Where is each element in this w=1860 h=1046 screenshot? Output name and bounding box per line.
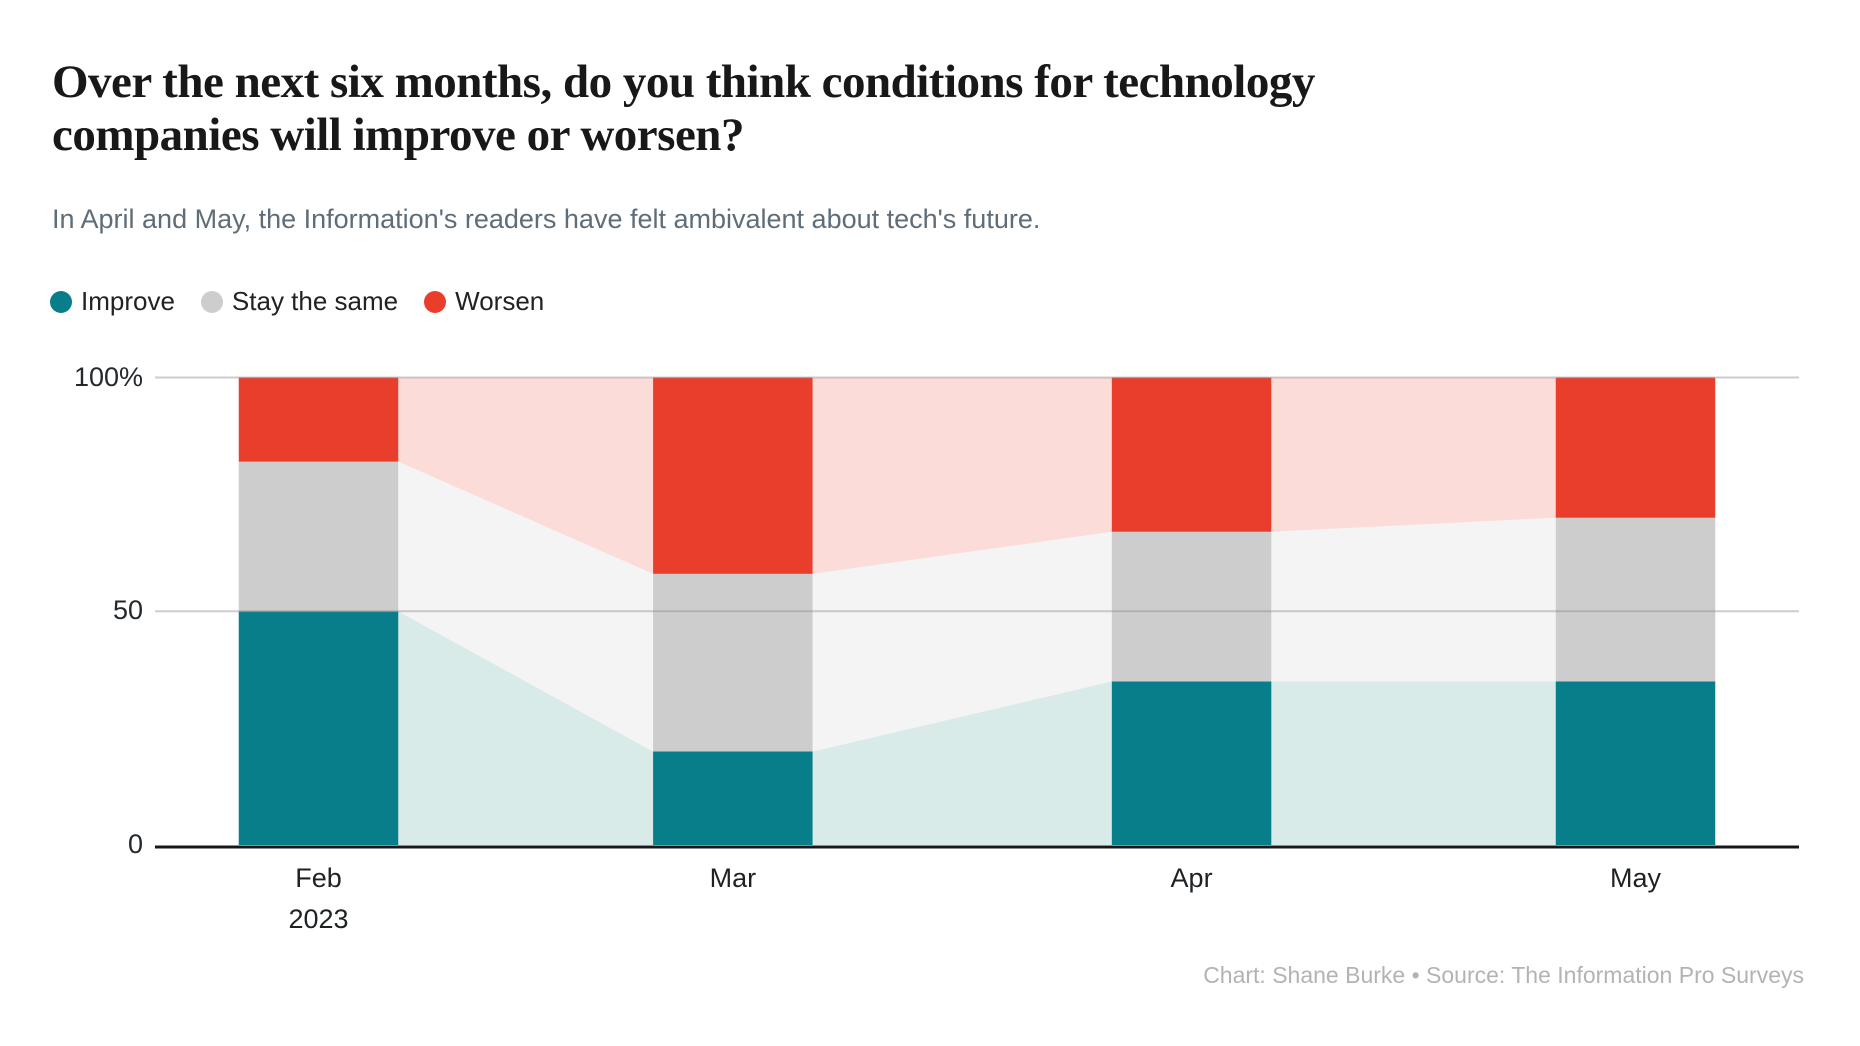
- chart-subtitle: In April and May, the Information's read…: [52, 204, 1041, 234]
- bar-feb-stay-the-same: [238, 461, 399, 612]
- x-label-mar: Mar: [709, 863, 757, 893]
- bar-may-worsen: [1555, 377, 1716, 518]
- bar-feb-improve: [238, 611, 399, 845]
- page-title: Over the next six months, do you think c…: [52, 56, 1315, 162]
- area-worsen-1: [812, 377, 1112, 574]
- x-label-may: May: [1609, 863, 1662, 893]
- y-tick-100: 100%: [73, 361, 143, 392]
- legend-dot-worsen: [424, 290, 447, 313]
- bar-apr-worsen: [1111, 377, 1272, 532]
- y-tick-50: 50: [112, 595, 143, 626]
- x-label-feb: Feb 2023: [288, 858, 348, 939]
- area-improve-2: [1271, 681, 1556, 845]
- legend-item-worsen: Worsen: [424, 286, 544, 317]
- bar-may-improve: [1555, 681, 1716, 845]
- bar-apr-improve: [1111, 681, 1272, 845]
- chart-legend: Improve Stay the same Worsen: [50, 286, 544, 317]
- attribution: Chart: Shane Burke • Source: The Informa…: [1203, 962, 1804, 988]
- area-stay-the-same-1: [812, 531, 1112, 752]
- area-improve-1: [812, 681, 1112, 845]
- legend-label: Worsen: [455, 286, 545, 316]
- bar-apr-stay-the-same: [1111, 531, 1272, 682]
- y-tick-0: 0: [127, 828, 143, 859]
- bar-feb-worsen: [238, 377, 399, 462]
- legend-item-stay-the-same: Stay the same: [200, 286, 399, 317]
- legend-label: Stay the same: [231, 286, 399, 316]
- area-improve-0: [398, 611, 654, 845]
- area-stay-the-same-2: [1271, 517, 1556, 682]
- x-label-apr: Apr: [1170, 863, 1213, 893]
- bar-may-stay-the-same: [1555, 517, 1716, 682]
- title-line-1: Over the next six months, do you think c…: [52, 56, 1315, 108]
- bar-mar-worsen: [653, 377, 813, 574]
- legend-dot-stay-the-same: [200, 290, 223, 313]
- chart-plot: [155, 376, 1799, 849]
- legend-dot-improve: [50, 290, 72, 313]
- legend-item-improve: Improve: [50, 286, 175, 317]
- title-line-2: companies will improve or worsen?: [52, 109, 744, 162]
- x-label-year: 2023: [288, 903, 349, 934]
- bar-mar-improve: [653, 751, 813, 845]
- area-stay-the-same-0: [398, 461, 654, 752]
- area-worsen-0: [398, 377, 654, 574]
- area-worsen-2: [1271, 377, 1556, 532]
- bar-mar-stay-the-same: [653, 573, 813, 752]
- legend-label: Improve: [81, 286, 175, 316]
